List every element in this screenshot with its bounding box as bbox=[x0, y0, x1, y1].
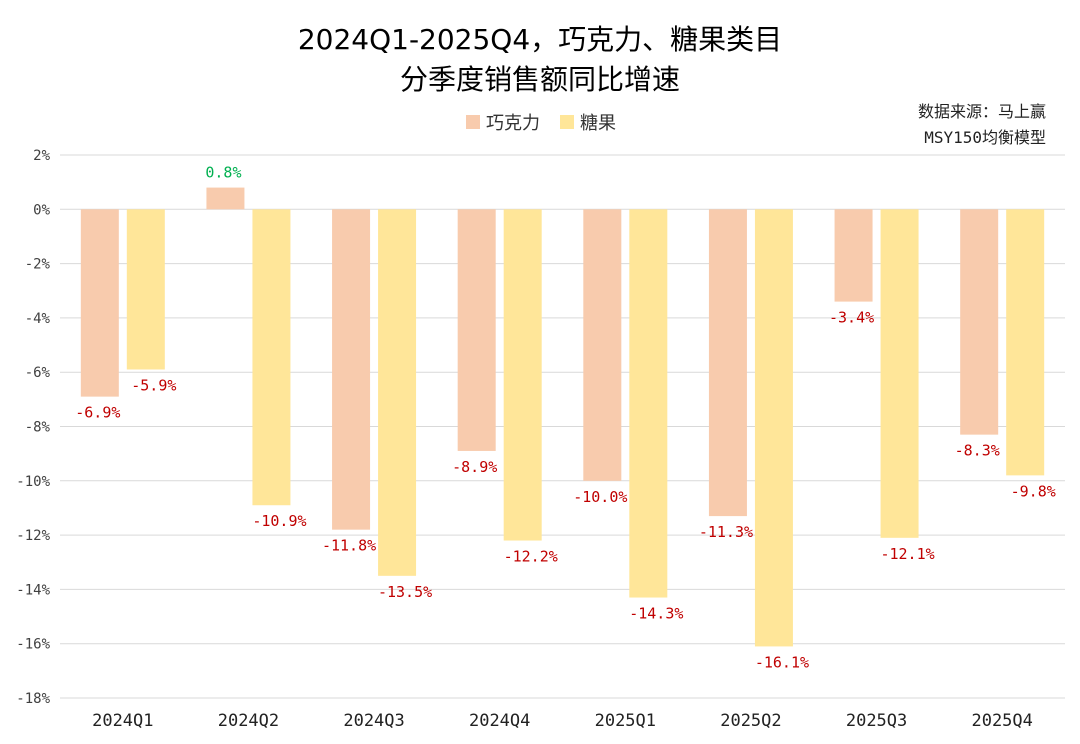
bar-chocolate bbox=[332, 209, 371, 530]
bar-candy bbox=[252, 209, 291, 506]
data-label: -13.5% bbox=[378, 583, 432, 601]
bar-chocolate bbox=[206, 187, 245, 210]
bar-candy bbox=[754, 209, 793, 647]
y-tick-label: -18% bbox=[16, 691, 50, 707]
data-label: -8.3% bbox=[955, 442, 1000, 460]
data-label: -11.3% bbox=[699, 523, 753, 541]
source-line2: MSY150均衡模型 bbox=[924, 128, 1046, 147]
source-line1: 数据来源：马上赢 bbox=[917, 102, 1046, 121]
data-label: -5.9% bbox=[131, 376, 176, 394]
bars bbox=[80, 187, 1045, 647]
y-tick-label: -2% bbox=[25, 257, 51, 273]
bar-candy bbox=[629, 209, 668, 598]
legend-label-candy: 糖果 bbox=[580, 113, 616, 134]
y-axis: 2% 0% -2% -4% -6% -8% -10% -12% -14% -16% -18% bbox=[16, 148, 50, 707]
x-tick-label: 2024Q2 bbox=[218, 711, 279, 731]
y-tick-label: 2% bbox=[33, 148, 50, 164]
bar-candy bbox=[503, 209, 542, 541]
x-tick-label: 2024Q4 bbox=[469, 711, 530, 731]
data-label: -6.9% bbox=[75, 404, 120, 422]
bar-candy bbox=[126, 209, 165, 370]
y-tick-label: -12% bbox=[16, 528, 50, 544]
x-tick-label: 2025Q1 bbox=[595, 711, 656, 731]
bar-candy bbox=[378, 209, 417, 576]
data-label: -10.9% bbox=[252, 512, 306, 530]
y-tick-label: -6% bbox=[25, 365, 51, 381]
x-tick-label: 2024Q3 bbox=[343, 711, 404, 731]
chart-title-line2: 分季度销售额同比增速 bbox=[399, 63, 680, 96]
bar-chocolate bbox=[708, 209, 747, 517]
x-tick-label: 2025Q2 bbox=[720, 711, 781, 731]
data-label: -10.0% bbox=[573, 488, 627, 506]
x-axis: 2024Q1 2024Q2 2024Q3 2024Q4 2025Q1 2025Q2 2025… bbox=[92, 711, 1033, 731]
data-label: -9.8% bbox=[1011, 482, 1056, 500]
data-label: -3.4% bbox=[829, 309, 874, 327]
bar-chocolate bbox=[583, 209, 622, 481]
data-label: -12.2% bbox=[504, 548, 558, 566]
legend-swatch-chocolate bbox=[466, 115, 480, 129]
data-label: -16.1% bbox=[755, 653, 809, 671]
bar-chocolate bbox=[80, 209, 119, 397]
legend: 巧克力 糖果 bbox=[466, 113, 616, 134]
y-tick-label: -10% bbox=[16, 474, 50, 490]
bar-candy bbox=[880, 209, 919, 538]
x-tick-label: 2025Q4 bbox=[971, 711, 1032, 731]
y-tick-label: -4% bbox=[25, 311, 51, 327]
y-tick-label: -8% bbox=[25, 420, 51, 436]
data-label: 0.8% bbox=[205, 164, 241, 182]
y-tick-label: -16% bbox=[16, 637, 50, 653]
legend-label-chocolate: 巧克力 bbox=[486, 113, 540, 134]
data-labels: -6.9% -5.9% 0.8% -10.9% -11.8% -13.5% -8.9% -12… bbox=[75, 164, 1056, 672]
bar-candy bbox=[1006, 209, 1045, 476]
bar-chocolate bbox=[960, 209, 999, 435]
data-label: -14.3% bbox=[629, 605, 683, 623]
y-tick-label: 0% bbox=[33, 202, 50, 218]
legend-swatch-candy bbox=[560, 115, 574, 129]
x-tick-label: 2024Q1 bbox=[92, 711, 153, 731]
bar-chocolate bbox=[834, 209, 873, 302]
data-label: -8.9% bbox=[452, 458, 497, 476]
data-label: -12.1% bbox=[880, 545, 934, 563]
chart-title-line1: 2024Q1-2025Q4，巧克力、糖果类目 bbox=[297, 23, 783, 56]
data-label: -11.8% bbox=[322, 537, 376, 555]
bar-chocolate bbox=[457, 209, 496, 451]
x-tick-label: 2025Q3 bbox=[846, 711, 907, 731]
y-tick-label: -14% bbox=[16, 582, 50, 598]
